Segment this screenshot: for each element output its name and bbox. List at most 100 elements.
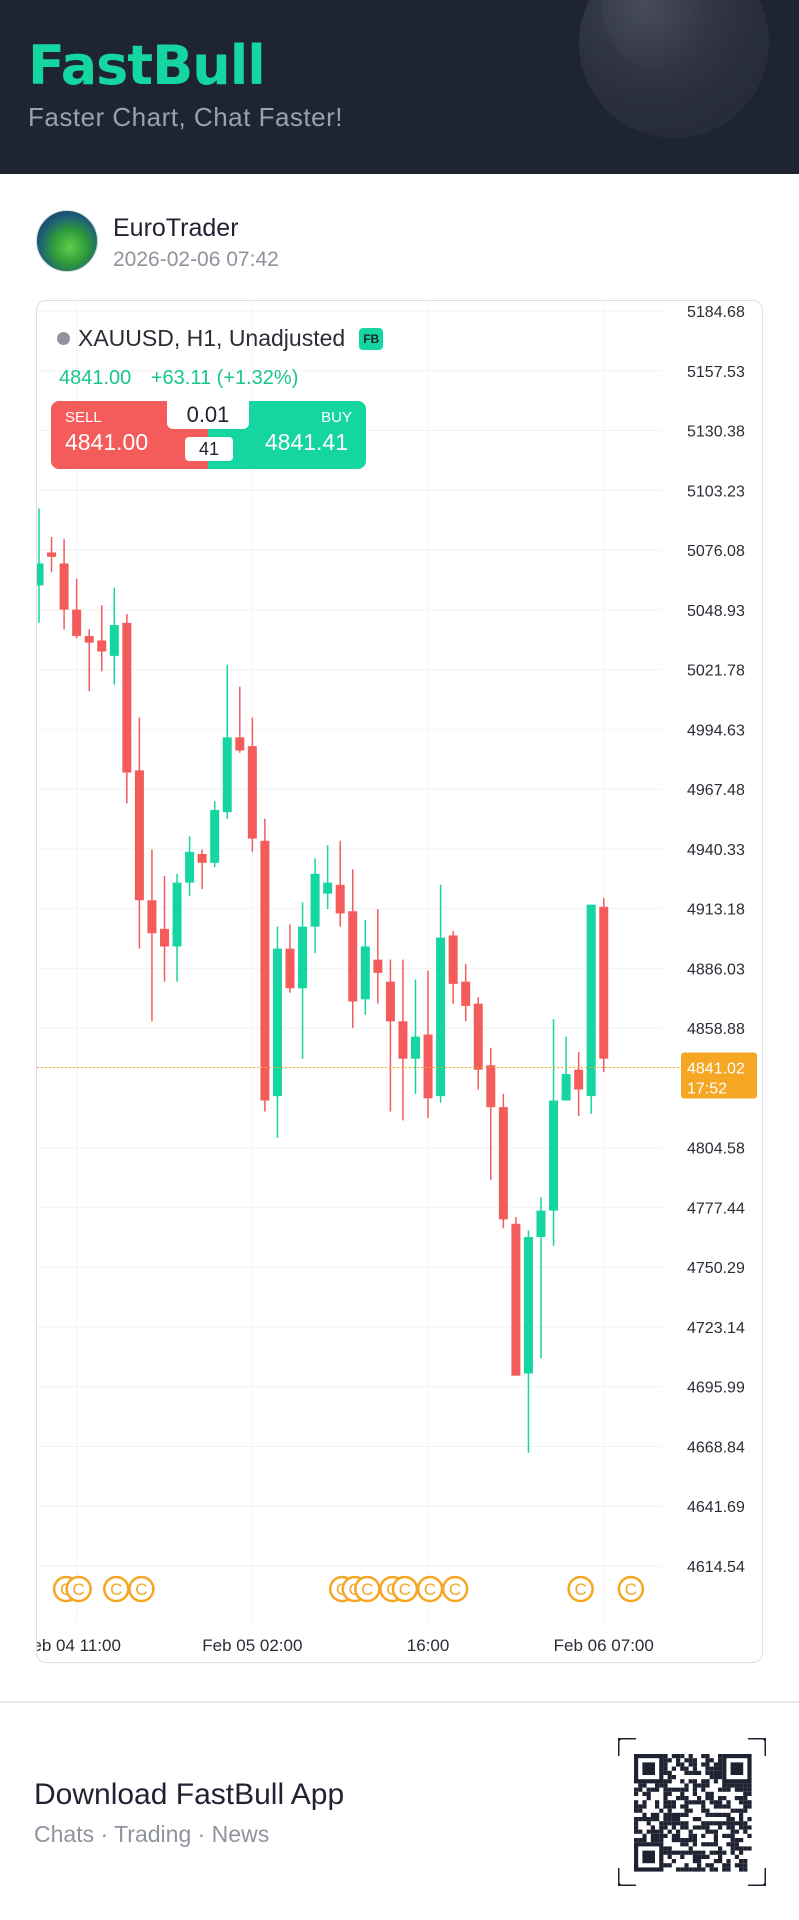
candle-down	[385, 981, 395, 1022]
qr-finder-core	[642, 1850, 655, 1864]
qr-module	[692, 1817, 697, 1822]
qr-module	[676, 1838, 681, 1843]
symbol-label: XAUUSD, H1, Unadjusted	[78, 325, 346, 351]
footer-divider	[0, 1701, 799, 1703]
y-axis-label: 4940.33	[687, 842, 745, 859]
qr-module	[642, 1817, 647, 1822]
candle-down	[160, 928, 169, 947]
qr-module	[671, 1804, 676, 1809]
qr-module	[705, 1779, 710, 1784]
qr-module	[667, 1817, 672, 1822]
qr-module	[634, 1829, 639, 1834]
qr-module	[655, 1804, 660, 1809]
qr-module	[739, 1817, 744, 1822]
qr-module	[739, 1783, 744, 1788]
y-axis-label: 5184.68	[687, 304, 745, 321]
qr-module	[730, 1833, 735, 1838]
qr-module	[709, 1812, 714, 1817]
qr-module	[697, 1850, 702, 1855]
qr-module	[650, 1838, 655, 1843]
qr-module	[718, 1787, 723, 1792]
qr-module	[701, 1854, 706, 1859]
author-name[interactable]: EuroTrader	[113, 214, 239, 242]
qr-frame	[618, 1738, 766, 1886]
candle-down	[197, 853, 207, 863]
qr-module	[688, 1850, 693, 1855]
candle-down	[97, 640, 107, 652]
qr-module	[650, 1812, 655, 1817]
sell-button[interactable]: SELL 4841.00	[51, 401, 208, 469]
qr-module	[730, 1850, 735, 1855]
qr-module	[634, 1791, 639, 1796]
qr-module	[734, 1863, 739, 1868]
qr-module	[688, 1754, 693, 1759]
qr-module	[680, 1787, 685, 1792]
qr-module	[676, 1754, 681, 1759]
qr-module	[663, 1833, 668, 1838]
qr-module	[709, 1821, 714, 1826]
qr-module	[701, 1804, 706, 1809]
qr-module	[655, 1812, 660, 1817]
qr-module	[697, 1854, 702, 1859]
qr-module	[684, 1838, 689, 1843]
qr-module	[663, 1850, 668, 1855]
qr-module	[655, 1783, 660, 1788]
x-axis-label: Feb 06 07:00	[554, 1636, 654, 1655]
avatar[interactable]	[36, 210, 98, 272]
qr-module	[730, 1821, 735, 1826]
qr-module	[663, 1762, 668, 1767]
qr-code[interactable]	[618, 1738, 766, 1886]
qr-module	[680, 1812, 685, 1817]
candle-up	[222, 737, 232, 813]
qr-module	[663, 1812, 668, 1817]
tagline: Faster Chart, Chat Faster!	[28, 102, 343, 132]
qr-module	[684, 1867, 689, 1872]
qr-module	[642, 1804, 647, 1809]
qr-module	[713, 1766, 718, 1771]
candle-down	[498, 1107, 508, 1220]
qr-module	[722, 1821, 727, 1826]
qr-module	[692, 1854, 697, 1859]
qr-module	[680, 1821, 685, 1826]
qr-module	[650, 1825, 655, 1830]
y-axis-label: 4614.54	[687, 1559, 745, 1576]
qr-module	[680, 1850, 685, 1855]
qr-module	[684, 1821, 689, 1826]
chart-card: 4841.02 17:52 5184.68 5157.53 5130.38 5103.23…	[36, 300, 763, 1663]
qr-module	[659, 1808, 664, 1813]
download-title[interactable]: Download FastBull App	[34, 1778, 345, 1811]
qr-finder-core	[730, 1762, 744, 1775]
sell-label: SELL	[65, 409, 102, 426]
y-axis-label: 4723.14	[687, 1320, 745, 1337]
qr-module	[667, 1775, 672, 1780]
qr-module	[739, 1796, 744, 1801]
qr-module	[692, 1825, 697, 1830]
qr-module	[718, 1796, 723, 1801]
qr-module	[692, 1791, 697, 1796]
candle-up	[272, 948, 282, 1097]
qr-module	[718, 1850, 723, 1855]
qr-module	[663, 1817, 668, 1822]
qr-module	[705, 1766, 710, 1771]
qr-module	[676, 1796, 681, 1801]
current-price-value: 4841.02	[687, 1060, 745, 1077]
qr-module	[709, 1770, 714, 1775]
qr-module	[743, 1846, 748, 1851]
candle-up	[210, 809, 220, 863]
qr-module	[697, 1867, 702, 1872]
lot-size-input[interactable]: 0.01	[167, 401, 249, 429]
qr-module	[709, 1766, 714, 1771]
qr-module	[734, 1787, 739, 1792]
qr-module	[676, 1850, 681, 1855]
qr-module	[734, 1783, 739, 1788]
event-marker-label: C	[135, 1580, 147, 1599]
candle-down	[47, 552, 57, 557]
qr-module	[692, 1779, 697, 1784]
qr-module	[671, 1775, 676, 1780]
qr-module	[709, 1867, 714, 1872]
candlestick-chart[interactable]: 4841.02 17:52 5184.68 5157.53 5130.38 5103.23…	[37, 301, 763, 1663]
qr-module	[743, 1783, 748, 1788]
qr-module	[634, 1821, 639, 1826]
qr-module	[697, 1863, 702, 1868]
qr-module	[655, 1800, 660, 1805]
